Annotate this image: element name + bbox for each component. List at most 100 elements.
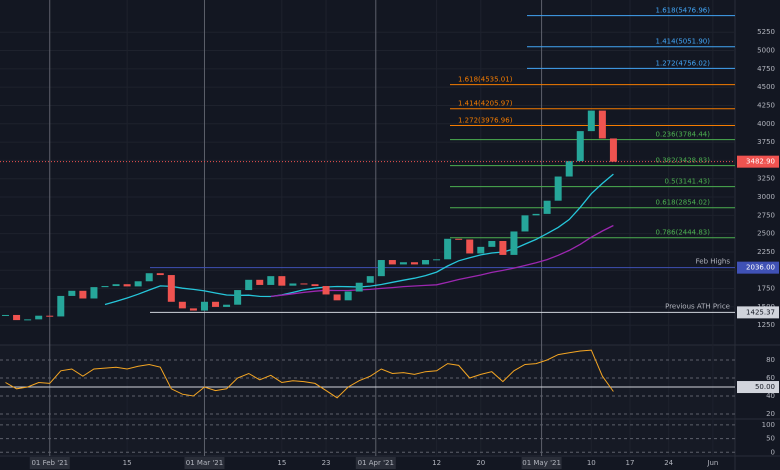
price-line-name: Previous ATH Price bbox=[665, 302, 730, 310]
y-tick-label: 1250 bbox=[757, 321, 775, 329]
last-price: 3482.90 bbox=[746, 158, 775, 166]
fib-label: 1.272(3976.96) bbox=[458, 116, 513, 124]
candle bbox=[410, 262, 418, 265]
y-tick-label: 5000 bbox=[757, 47, 775, 55]
candle bbox=[300, 283, 308, 285]
rsi-tick-label: 80 bbox=[766, 356, 775, 364]
x-tick-label: 17 bbox=[626, 459, 635, 467]
candle bbox=[543, 200, 551, 214]
candle bbox=[2, 314, 10, 316]
candle bbox=[355, 282, 363, 292]
candle bbox=[134, 281, 142, 287]
stoch-tick-label: 50 bbox=[766, 435, 775, 443]
x-tick-label: 01 Apr '21 bbox=[358, 459, 394, 467]
candle bbox=[234, 290, 242, 305]
candle bbox=[510, 231, 518, 255]
candle bbox=[377, 260, 385, 277]
candle bbox=[333, 294, 341, 301]
candle bbox=[499, 240, 507, 255]
candle bbox=[433, 259, 441, 261]
x-tick-label: 20 bbox=[476, 459, 485, 467]
candle bbox=[256, 279, 264, 285]
fib-label: 0.618(2854.02) bbox=[656, 199, 711, 207]
x-tick-label: 24 bbox=[664, 459, 673, 467]
x-tick-label: Jun bbox=[706, 459, 718, 467]
fib-label: 0.382(3428.83) bbox=[656, 157, 711, 165]
y-tick-label: 2250 bbox=[757, 248, 775, 256]
y-tick-label: 4000 bbox=[757, 120, 775, 128]
fib-label: 1.272(4756.02) bbox=[656, 59, 711, 67]
candle bbox=[189, 308, 197, 311]
candle bbox=[267, 276, 275, 285]
candle bbox=[200, 301, 208, 311]
candle bbox=[57, 295, 65, 317]
candle bbox=[90, 287, 98, 299]
x-tick-bg bbox=[521, 457, 562, 469]
candle bbox=[145, 273, 153, 282]
candle bbox=[488, 240, 496, 247]
x-tick-label: 01 Mar '21 bbox=[186, 459, 223, 467]
fib-label: 0.786(2444.83) bbox=[656, 229, 711, 237]
y-tick-label: 3250 bbox=[757, 175, 775, 183]
candle bbox=[245, 279, 253, 291]
fib-label: 1.414(5051.90) bbox=[656, 38, 711, 46]
x-tick-bg bbox=[29, 457, 70, 469]
y-tick-label: 5250 bbox=[757, 28, 775, 36]
rsi-tick-label: 40 bbox=[766, 392, 775, 400]
candle bbox=[101, 286, 109, 288]
candle bbox=[167, 275, 175, 302]
candle bbox=[455, 238, 463, 240]
candle bbox=[444, 238, 452, 260]
candle bbox=[178, 301, 186, 309]
candle bbox=[322, 286, 330, 295]
candle bbox=[112, 284, 120, 287]
rsi-tick-label: 60 bbox=[766, 374, 775, 382]
rsi-tick-label: 50.00 bbox=[755, 383, 775, 391]
candle bbox=[366, 276, 374, 283]
candle bbox=[609, 138, 617, 162]
stoch-pane bbox=[0, 420, 735, 455]
candle bbox=[289, 283, 297, 286]
candle bbox=[399, 262, 407, 265]
candle bbox=[466, 239, 474, 254]
candle bbox=[68, 290, 76, 296]
x-tick-label: 01 May '21 bbox=[522, 459, 561, 467]
price-tag: 2036.00 bbox=[746, 264, 775, 272]
candle bbox=[156, 273, 164, 276]
candle bbox=[388, 260, 396, 265]
y-tick-label: 1750 bbox=[757, 285, 775, 293]
candle bbox=[598, 110, 606, 139]
fib-label: 0.236(3784.44) bbox=[656, 131, 711, 139]
fib-label: 0.5(3141.43) bbox=[664, 178, 710, 186]
x-tick-label: 15 bbox=[123, 459, 132, 467]
y-tick-label: 2500 bbox=[757, 230, 775, 238]
candle bbox=[477, 246, 485, 254]
price-tag: 1425.37 bbox=[746, 308, 775, 316]
candle bbox=[24, 319, 32, 321]
candle bbox=[311, 284, 319, 287]
rsi-pane bbox=[0, 345, 735, 418]
price-tag-bg bbox=[737, 306, 779, 319]
candle bbox=[587, 110, 595, 132]
candle bbox=[576, 131, 584, 162]
price-line-name: Feb Highs bbox=[696, 258, 731, 266]
x-tick-label: 10 bbox=[587, 459, 596, 467]
rsi-line bbox=[5, 349, 614, 399]
stoch-tick-label: 0 bbox=[771, 448, 775, 456]
x-tick-bg bbox=[184, 457, 225, 469]
y-tick-label: 4500 bbox=[757, 83, 775, 91]
candle bbox=[278, 276, 286, 286]
fib-label: 1.618(5476.96) bbox=[656, 7, 711, 15]
candle bbox=[123, 284, 131, 287]
rsi-tick-label: 20 bbox=[766, 410, 775, 418]
candle bbox=[565, 161, 573, 177]
y-tick-label: 3750 bbox=[757, 138, 775, 146]
y-tick-label: 4250 bbox=[757, 101, 775, 109]
y-tick-label: 2750 bbox=[757, 211, 775, 219]
x-tick-bg bbox=[355, 457, 396, 469]
candle bbox=[35, 315, 43, 320]
candle bbox=[344, 291, 352, 301]
candle bbox=[212, 301, 220, 307]
y-tick-label: 4750 bbox=[757, 65, 775, 73]
